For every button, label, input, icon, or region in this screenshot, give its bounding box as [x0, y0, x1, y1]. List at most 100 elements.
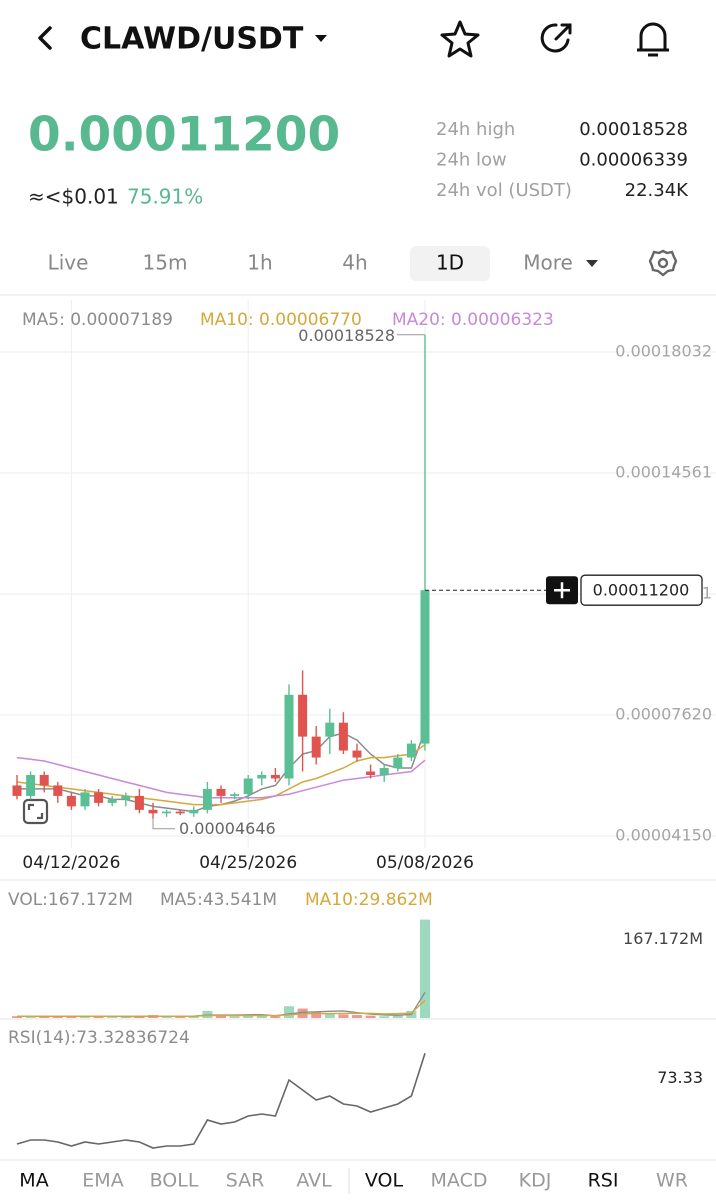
candle-body — [94, 792, 104, 803]
candle-body — [230, 794, 240, 796]
legend-entry: MA10:29.862M — [305, 890, 433, 910]
y-tick-label: 0.00018032 — [615, 341, 712, 360]
indicator-tab[interactable]: AVL — [296, 1170, 332, 1192]
timeframe-tab[interactable]: 4h — [342, 251, 367, 275]
candle-body — [202, 788, 212, 810]
legend-entry: MA5: 0.00007189 — [22, 310, 173, 330]
candle-body — [39, 774, 49, 786]
timeframe-tab[interactable]: 1D — [436, 251, 464, 275]
timeframe-tab[interactable]: 1h — [247, 251, 272, 275]
volume-bar — [25, 1016, 36, 1018]
candle-body — [257, 774, 267, 779]
candle-body — [53, 785, 63, 796]
indicator-tab[interactable]: EMA — [82, 1170, 123, 1192]
indicator-tab[interactable]: MA — [19, 1170, 48, 1192]
candle-body — [284, 694, 294, 779]
candle-body — [338, 722, 348, 751]
stat-value: 0.00018528 — [579, 119, 688, 140]
candle-body — [298, 694, 308, 737]
settings-button[interactable] — [648, 249, 678, 277]
candle-body — [243, 778, 253, 795]
volume-bar — [107, 1016, 118, 1018]
candle-body — [175, 811, 185, 814]
candle-body — [352, 750, 362, 758]
y-tick-label: 0.00007620 — [615, 705, 712, 724]
share-button[interactable] — [540, 23, 572, 53]
indicator-tab[interactable]: MACD — [431, 1170, 488, 1192]
volume-bar — [12, 1016, 22, 1018]
indicator-tab[interactable]: VOL — [365, 1170, 404, 1192]
candle-body — [134, 795, 144, 810]
last-price: 0.00011200 — [28, 108, 340, 163]
expand-button[interactable] — [22, 798, 49, 825]
volume-bar — [365, 1015, 376, 1018]
y-tick-label: 0.00014561 — [615, 463, 712, 482]
volume-bar — [134, 1016, 145, 1018]
rsi-line — [16, 1053, 426, 1149]
indicator-tab[interactable]: WR — [656, 1170, 688, 1192]
crosshair-icon — [554, 582, 570, 599]
candle-body — [189, 809, 199, 814]
candle-body — [216, 788, 226, 796]
volume-bar — [324, 1013, 335, 1018]
stat-label: 24h high — [436, 119, 515, 140]
candle-body — [148, 809, 158, 814]
y-tick-label: 73.33 — [657, 1068, 703, 1087]
indicator-tab[interactable]: BOLL — [150, 1170, 199, 1192]
stat-label: 24h vol (USDT) — [436, 180, 572, 201]
volume-bar — [188, 1016, 199, 1018]
notification-button[interactable] — [637, 22, 669, 57]
x-tick-label: 04/25/2026 — [199, 853, 297, 873]
indicator-tab[interactable]: KDJ — [519, 1170, 552, 1192]
pair-name[interactable]: CLAWD/USDT — [80, 22, 304, 57]
usd-price: ≈<$0.01 — [28, 185, 119, 209]
candle-body — [420, 590, 430, 744]
candle-body — [393, 757, 403, 769]
pair-dropdown[interactable] — [315, 35, 327, 42]
x-tick-label: 05/08/2026 — [376, 853, 474, 873]
candle-body — [12, 785, 22, 796]
candle-body — [107, 799, 117, 803]
more-dropdown[interactable] — [586, 260, 598, 267]
favorite-button[interactable] — [440, 20, 480, 58]
back-button[interactable] — [38, 26, 52, 50]
volume-bar — [311, 1012, 322, 1018]
y-tick-label: 0.00004150 — [615, 826, 712, 845]
candle-body — [270, 774, 280, 779]
high-annotation: 0.00018528 — [298, 326, 395, 345]
legend-entry: MA10: 0.00006770 — [200, 310, 362, 330]
volume-legend: VOL:167.172M — [8, 890, 133, 910]
volume-bar — [379, 1016, 390, 1018]
volume-bar — [420, 919, 430, 1018]
legend-entry: MA5:43.541M — [160, 890, 277, 910]
price-change: 75.91% — [127, 185, 203, 209]
volume-ma-line — [17, 999, 426, 1017]
candle-body — [26, 774, 36, 796]
indicator-tab[interactable]: RSI — [588, 1170, 619, 1192]
volume-bar — [216, 1015, 226, 1018]
low-annotation: 0.00004646 — [179, 819, 276, 838]
volume-bar — [338, 1014, 349, 1018]
rsi-legend: RSI(14):73.32836724 — [8, 1028, 190, 1048]
candle-body — [66, 795, 76, 807]
candle-body — [162, 811, 172, 814]
timeframe-tab[interactable]: 15m — [143, 251, 188, 275]
legend-entry: MA20: 0.00006323 — [392, 310, 554, 330]
price-tag-label: 0.00011200 — [593, 581, 690, 600]
indicator-tab[interactable]: SAR — [226, 1170, 265, 1192]
volume-bar — [66, 1016, 77, 1018]
stat-label: 24h low — [436, 150, 507, 171]
volume-bar — [80, 1016, 90, 1018]
timeframe-tab[interactable]: Live — [48, 251, 89, 275]
candle-body — [80, 792, 90, 807]
timeframe-tab[interactable]: More — [523, 251, 573, 275]
annotation-line — [152, 818, 175, 830]
volume-bar — [175, 1016, 186, 1018]
volume-bar — [352, 1015, 362, 1018]
candle-body — [366, 771, 376, 775]
active-tab-bg — [410, 246, 490, 281]
volume-bar — [161, 1016, 172, 1018]
y-tick-label: 167.172M — [623, 929, 703, 948]
